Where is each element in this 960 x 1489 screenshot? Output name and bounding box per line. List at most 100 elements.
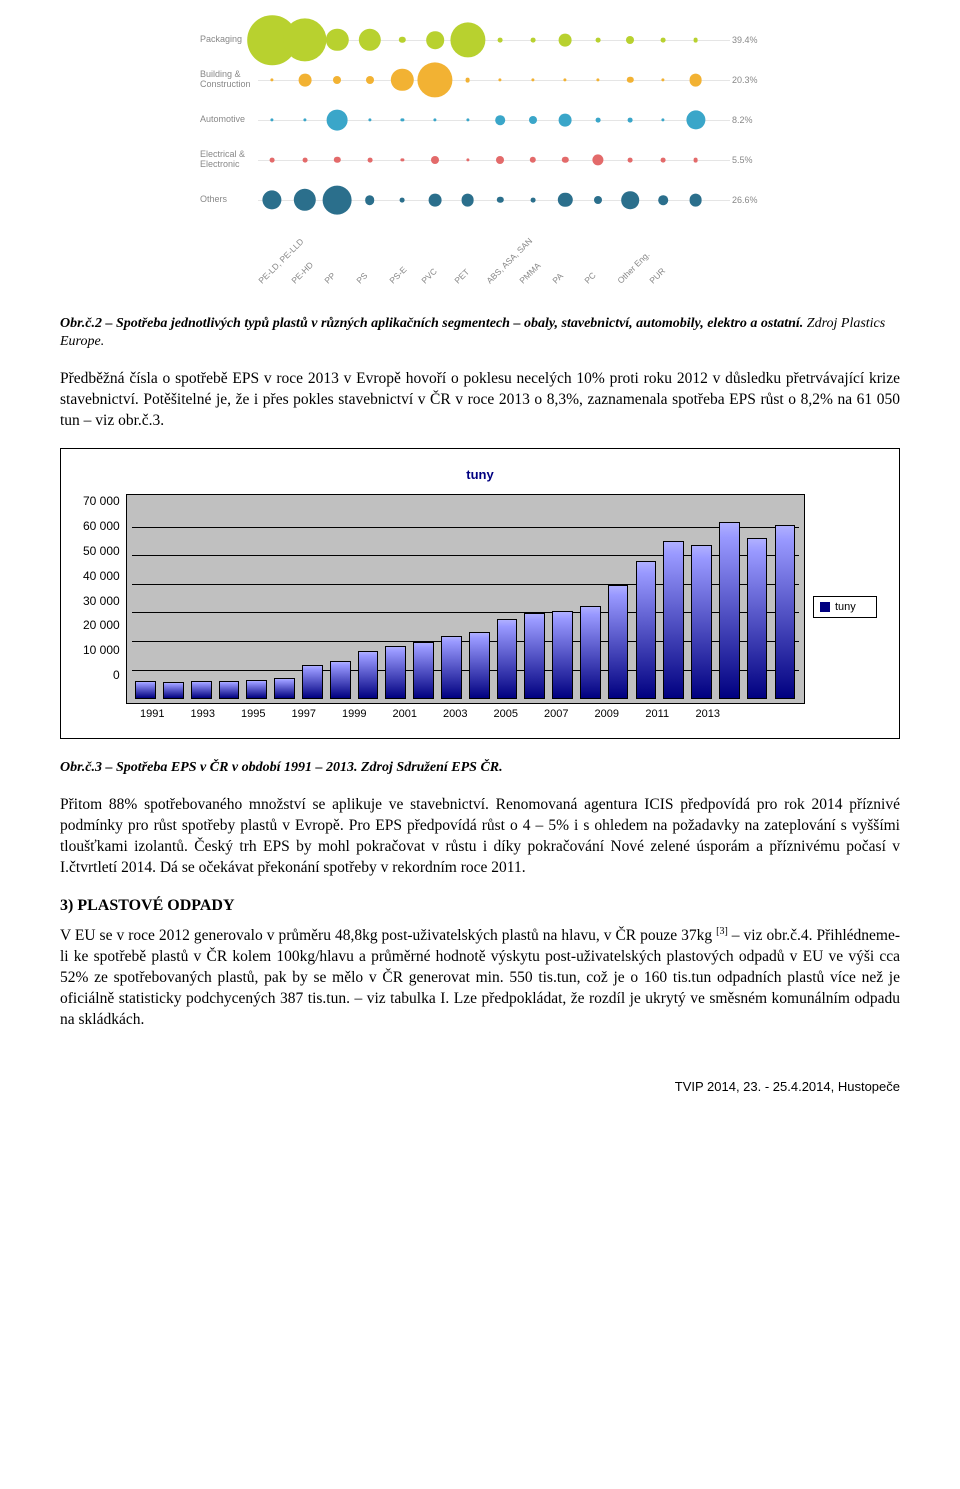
bubble (326, 29, 348, 51)
bubble (400, 198, 405, 203)
bubble (495, 115, 505, 125)
bar (552, 611, 573, 700)
x-tick-label: 2003 (433, 708, 478, 720)
y-tick-label: 30 000 (83, 594, 120, 608)
bubble (466, 118, 469, 121)
bubble (323, 186, 352, 215)
bubble (689, 74, 702, 87)
bubble (496, 156, 504, 164)
bubble (658, 195, 668, 205)
bubble (327, 110, 348, 131)
x-tick-label: 2011 (635, 708, 680, 720)
bubble (429, 194, 442, 207)
bar (135, 681, 156, 700)
bubble (271, 78, 274, 81)
bubble (365, 195, 375, 205)
paragraph-2: Přitom 88% spotřebovaného množství se ap… (60, 795, 900, 879)
bubble (661, 78, 664, 81)
bubble-row-pct: 5.5% (732, 155, 760, 165)
bar (691, 545, 712, 699)
x-tick-label: 1991 (130, 708, 175, 720)
bubble-x-label: PS (355, 270, 370, 285)
bubble-x-label: PMMA (517, 260, 542, 285)
bubble (689, 194, 702, 207)
bubble (626, 36, 634, 44)
bar (219, 681, 240, 700)
bubble (661, 158, 666, 163)
bubble-row: Building & Construction20.3% (258, 60, 730, 100)
bar (469, 632, 490, 699)
bubble-row-label: Electrical & Electronic (200, 150, 255, 170)
bubble-x-label: PUR (648, 266, 668, 286)
bubble (283, 18, 326, 61)
caption-fig3: Obr.č.3 – Spotřeba EPS v ČR v období 199… (60, 759, 900, 777)
bubble-x-label: PVC (420, 266, 439, 285)
bubble (302, 158, 307, 163)
bubble-row: Automotive8.2% (258, 100, 730, 140)
bubble (693, 158, 698, 163)
caption-fig2-text: Obr.č.2 – Spotřeba jednotlivých typů pla… (60, 316, 803, 331)
paragraph-3a: V EU se v roce 2012 generovalo v průměru… (60, 927, 716, 944)
bubble (529, 116, 537, 124)
bubble (333, 76, 341, 84)
bubble-x-label: PP (322, 270, 337, 285)
bar (358, 651, 379, 700)
y-tick-label: 50 000 (83, 544, 120, 558)
bubble (530, 38, 535, 43)
bubble (497, 197, 503, 203)
bubble (592, 154, 603, 165)
legend-label: tuny (835, 601, 856, 613)
section-3-heading: 3) PLASTOVÉ ODPADY (60, 897, 900, 915)
y-tick-label: 0 (83, 668, 120, 682)
bar (636, 561, 657, 700)
plot-area (126, 494, 805, 704)
bubble (270, 158, 275, 163)
footer: TVIP 2014, 23. - 25.4.2014, Hustopeče (60, 1071, 900, 1094)
bar (330, 661, 351, 700)
bubble-row-label: Building & Construction (200, 70, 255, 90)
bubble (562, 157, 568, 163)
bar (524, 613, 545, 699)
bubble (368, 118, 371, 121)
bubble (628, 118, 633, 123)
bar (274, 678, 295, 699)
bar (246, 680, 267, 699)
bubble (271, 118, 274, 121)
x-axis: 1991199319951997199920012003200520072009… (127, 708, 733, 720)
bubble (450, 22, 485, 57)
x-tick-label: 2013 (685, 708, 730, 720)
bar (580, 606, 601, 699)
bubble (559, 34, 572, 47)
bubble-x-label: PS-E (387, 264, 408, 285)
y-tick-label: 60 000 (83, 519, 120, 533)
bar (747, 538, 768, 699)
bubble-row-pct: 39.4% (732, 35, 760, 45)
bubble (426, 31, 444, 49)
bubble-x-label: Other Eng. (615, 249, 651, 285)
bubble (531, 78, 534, 81)
x-tick-label: 2005 (483, 708, 528, 720)
bar (302, 665, 323, 699)
bubble (334, 157, 340, 163)
bubble (559, 114, 572, 127)
bubble (595, 38, 600, 43)
bubble (367, 158, 372, 163)
bubble (622, 191, 640, 209)
bar (191, 681, 212, 699)
bubble (499, 78, 502, 81)
x-tick-label: 2007 (534, 708, 579, 720)
bubble-row: Packaging39.4% (258, 20, 730, 60)
bubble (366, 76, 374, 84)
y-axis: 70 00060 00050 00040 00030 00020 00010 0… (83, 494, 126, 704)
bubble (263, 190, 282, 209)
bubble (530, 198, 535, 203)
bubble (564, 78, 567, 81)
bubble (686, 110, 705, 129)
bubble (359, 29, 381, 51)
legend-swatch (820, 602, 830, 612)
bar (775, 525, 796, 699)
bubble (294, 189, 316, 211)
x-tick-label: 2001 (382, 708, 427, 720)
y-tick-label: 40 000 (83, 569, 120, 583)
bubble-x-label: PA (550, 271, 565, 286)
